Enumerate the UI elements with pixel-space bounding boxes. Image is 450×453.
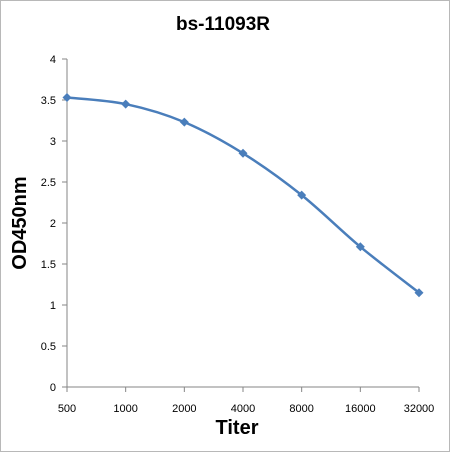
y-tick-label: 4 [50, 54, 56, 66]
x-tick-label: 8000 [289, 403, 313, 415]
y-axis-title: OD450nm [9, 176, 31, 269]
data-point-marker [121, 99, 131, 109]
data-point-marker [297, 190, 307, 200]
ticks-group: 0 0.5 1 1.5 2 2.5 3 3.5 4 500 1000 2000 4000 8000 1600… [41, 54, 435, 415]
x-tick-label: 4000 [231, 403, 255, 415]
y-tick-label: 0.5 [41, 341, 56, 353]
y-tick-label: 2 [50, 218, 56, 230]
y-tick-label: 0 [50, 382, 56, 394]
x-tick-label: 500 [58, 403, 76, 415]
x-axis-title: Titer [216, 417, 259, 439]
x-tick-label: 1000 [113, 403, 137, 415]
data-point-marker [238, 148, 248, 158]
y-tick-label: 3.5 [41, 95, 56, 107]
y-tick-label: 3 [50, 136, 56, 148]
data-point-marker [355, 242, 365, 252]
series-line [66, 96, 420, 294]
series-group [62, 93, 424, 298]
x-tick-label: 32000 [404, 403, 435, 415]
data-point-marker [179, 117, 189, 127]
y-tick-label: 2.5 [41, 177, 56, 189]
chart-title: bs-11093R [176, 14, 270, 35]
x-tick-label: 2000 [172, 403, 196, 415]
data-point-marker [414, 288, 424, 298]
y-tick-label: 1.5 [41, 259, 56, 271]
y-tick-label: 1 [50, 300, 56, 312]
x-tick-label: 16000 [345, 403, 376, 415]
data-point-marker [62, 93, 72, 103]
axes-group [62, 58, 420, 392]
